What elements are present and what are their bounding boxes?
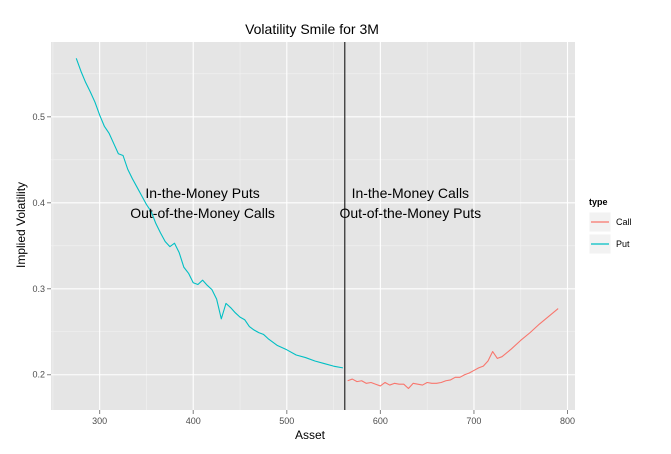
series-layer bbox=[75, 58, 559, 390]
grid bbox=[51, 42, 575, 410]
y-tick-label: 0.4 bbox=[32, 198, 45, 208]
legend: type Call Put bbox=[588, 197, 632, 255]
annotation-2-line-1: In-the-Money Calls bbox=[352, 185, 470, 201]
annotations: In-the-Money Puts Out-of-the-Money Calls I… bbox=[130, 185, 481, 221]
x-tick-label: 300 bbox=[92, 416, 107, 426]
y-tick-label: 0.3 bbox=[32, 284, 45, 294]
y-axis-title: Implied Volatility bbox=[14, 182, 28, 268]
x-tick-label: 400 bbox=[186, 416, 201, 426]
axes: 300 400 500 600 700 800 0.2 0.3 0.4 0.5 bbox=[32, 112, 575, 426]
legend-label-call: Call bbox=[616, 217, 632, 227]
legend-label-put: Put bbox=[616, 239, 630, 249]
x-axis-title: Asset bbox=[295, 428, 326, 442]
legend-title: type bbox=[589, 197, 608, 207]
x-tick-label: 600 bbox=[373, 416, 388, 426]
y-tick-label: 0.2 bbox=[32, 370, 45, 380]
series-line-call bbox=[347, 308, 559, 390]
plot-panel bbox=[51, 42, 575, 410]
x-tick-label: 800 bbox=[560, 416, 575, 426]
x-tick-label: 500 bbox=[279, 416, 294, 426]
chart-title: Volatility Smile for 3M bbox=[245, 21, 379, 37]
annotation-1-line-2: Out-of-the-Money Calls bbox=[130, 205, 275, 221]
series-line-put bbox=[75, 58, 344, 369]
annotation-1-line-1: In-the-Money Puts bbox=[145, 185, 259, 201]
y-tick-label: 0.5 bbox=[32, 112, 45, 122]
x-tick-label: 700 bbox=[466, 416, 481, 426]
annotation-2-line-2: Out-of-the-Money Puts bbox=[340, 205, 482, 221]
